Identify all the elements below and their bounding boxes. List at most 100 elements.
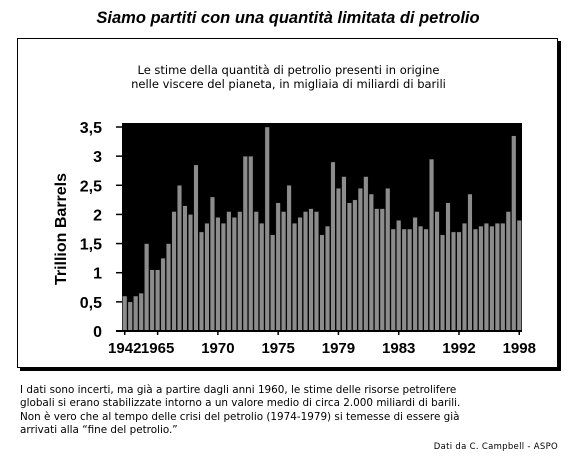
bar	[357, 187, 363, 332]
bar	[363, 176, 369, 332]
page-title: Siamo partiti con una quantità limitata …	[96, 9, 480, 27]
bar	[187, 214, 193, 332]
y-axis: 0 0,5 1 1,5 2 2,5 3 3,5	[80, 120, 122, 341]
x-axis: 1942 1965 1970 1975 1979 1983 1992 1998	[108, 331, 536, 357]
bar	[478, 225, 484, 332]
bar	[286, 185, 292, 332]
bar	[155, 269, 161, 332]
bar	[133, 295, 139, 332]
y-tick-label: 3,5	[80, 120, 102, 137]
bar	[429, 158, 435, 332]
bar	[385, 187, 391, 332]
bar	[505, 211, 511, 332]
footer-line1: I dati sono incerti, ma già a partire da…	[20, 384, 457, 396]
x-tick-label: 1979	[322, 340, 355, 357]
bar	[440, 234, 446, 332]
bar	[177, 185, 183, 332]
footer-text: I dati sono incerti, ma già a partire da…	[20, 384, 565, 438]
bar	[401, 228, 407, 332]
y-tick-label: 2,5	[80, 178, 102, 195]
bar	[374, 208, 380, 332]
bar	[122, 295, 128, 332]
bar	[483, 222, 489, 332]
bar	[166, 243, 172, 332]
bar	[346, 202, 352, 332]
bar	[352, 199, 358, 332]
bar	[314, 211, 320, 332]
bar	[231, 217, 237, 332]
bar	[226, 211, 232, 332]
x-tick-label: 1970	[201, 340, 234, 357]
bar	[259, 222, 265, 332]
bar	[193, 164, 199, 332]
bar	[264, 126, 270, 332]
footer-line3: Non è vero che al tempo delle crisi del …	[20, 410, 460, 423]
bar	[324, 225, 330, 332]
chart-subtitle-line1: Le stime della quantità di petrolio pres…	[137, 63, 440, 77]
y-tick-label: 0,5	[80, 295, 102, 312]
bar	[412, 217, 418, 332]
bar	[198, 231, 204, 332]
bar	[292, 222, 298, 332]
bar	[379, 208, 385, 332]
y-tick-label: 0	[93, 324, 102, 341]
bar	[418, 225, 424, 332]
bar	[461, 222, 467, 332]
bar	[341, 176, 347, 332]
y-tick-label: 1,5	[80, 237, 102, 254]
bar	[423, 228, 429, 332]
x-tick-label: 1975	[261, 340, 294, 357]
x-tick-label: 1998	[503, 340, 536, 357]
bar	[494, 222, 500, 332]
bar	[335, 187, 341, 332]
bar	[456, 231, 462, 332]
bar	[434, 211, 440, 332]
bar	[127, 301, 133, 332]
bar	[472, 228, 478, 332]
bar	[220, 222, 226, 332]
bar	[511, 135, 517, 332]
bar	[171, 211, 177, 332]
footer-line4: arrivati alla “fine del petrolio.”	[20, 424, 178, 437]
x-tick-label: 1942	[108, 340, 141, 357]
bar	[242, 155, 248, 332]
bar	[330, 161, 336, 332]
bar	[182, 205, 188, 332]
chart-subtitle-line2: nelle viscere del pianeta, in migliaia d…	[131, 77, 446, 91]
y-tick-label: 3	[93, 149, 102, 166]
bar	[319, 234, 325, 332]
bar	[451, 231, 457, 332]
x-tick-label: 1983	[382, 340, 415, 357]
chart-frame: Le stime della quantità di petrolio pres…	[17, 38, 558, 368]
bar	[281, 211, 287, 332]
bar	[445, 202, 451, 332]
bar	[149, 269, 155, 332]
footer-line2: globali si erano stabilizzate intorno a …	[20, 397, 461, 410]
bar	[308, 208, 314, 332]
bar	[516, 220, 522, 332]
data-credit: Dati da C. Campbell - ASPO	[433, 442, 558, 452]
bar	[138, 292, 144, 332]
bar	[144, 243, 150, 332]
bar	[209, 196, 215, 332]
bar	[368, 193, 374, 332]
bar	[396, 220, 402, 332]
chart-subtitle: Le stime della quantità di petrolio pres…	[18, 63, 559, 91]
bar	[237, 211, 243, 332]
bar	[390, 228, 396, 332]
x-tick-label: 1992	[442, 340, 475, 357]
bar	[467, 193, 473, 332]
bar	[204, 222, 210, 332]
bar	[160, 257, 166, 332]
bar	[500, 222, 506, 332]
bar	[407, 228, 413, 332]
bar	[303, 211, 309, 332]
x-tick-label: 1965	[141, 340, 174, 357]
y-axis-title: Trillion Barrels	[53, 173, 70, 285]
bar	[489, 225, 495, 332]
bar	[275, 202, 281, 332]
bar	[248, 155, 254, 332]
y-tick-label: 1	[93, 266, 102, 283]
bar-chart: 0 0,5 1 1,5 2 2,5 3 3,5 Trillion Barrels 1942 1965…	[53, 120, 536, 357]
bar	[270, 234, 276, 332]
